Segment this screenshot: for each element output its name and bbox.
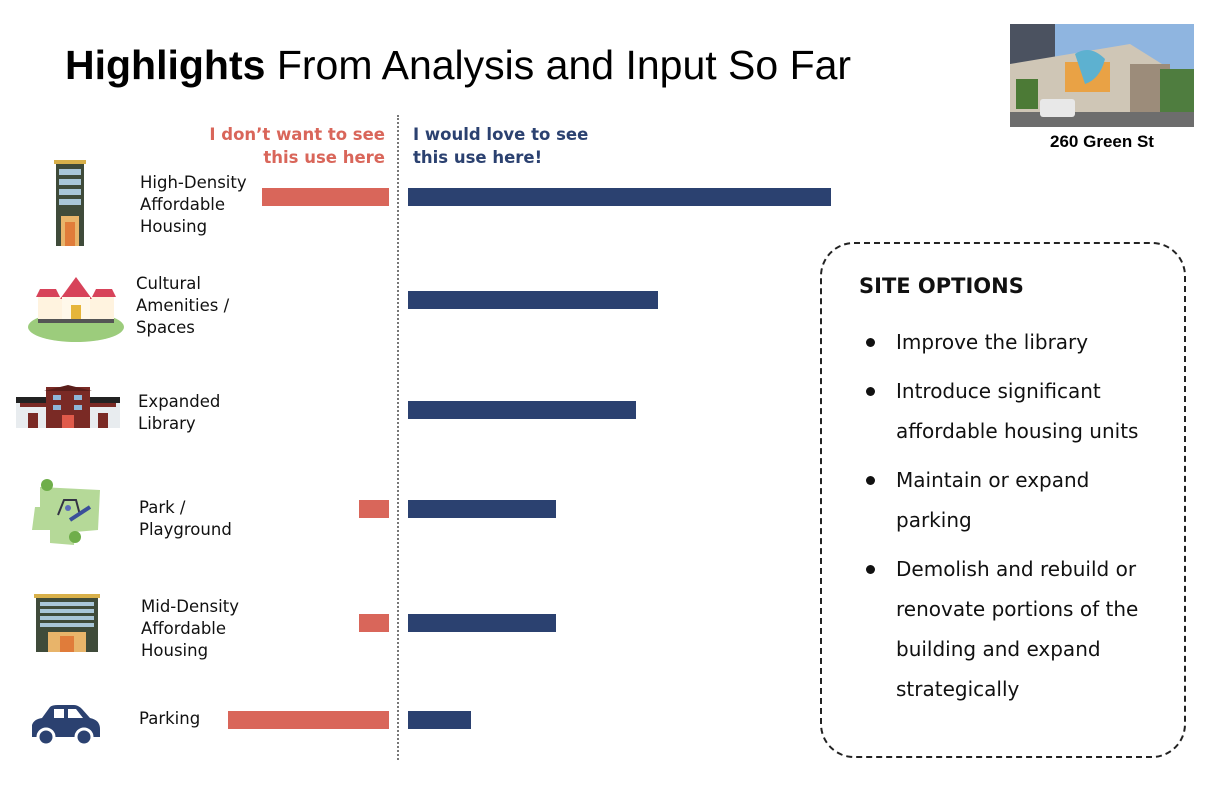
category-label-line: Housing [140,217,208,236]
bar-would-love [408,291,658,309]
title-rest: From Analysis and Input So Far [265,42,852,88]
bullet-icon [866,387,875,396]
category-label-line: High-Density [140,173,247,192]
site-photo [1010,24,1194,127]
category-label-line: Housing [141,641,209,660]
category-label-line: Park / [139,498,186,517]
site-option-text: Improve the library [896,330,1089,354]
bar-would-love [408,188,831,206]
bar-dont-want [359,614,389,632]
category-label-line: Library [138,414,196,433]
title-bold: Highlights [65,42,266,88]
bar-would-love [408,711,472,729]
category-label-line: Cultural [136,274,201,293]
positive-header: I would love to see this use here! [413,125,589,167]
category-label-line: Affordable [140,195,226,214]
negative-header: I don’t want to see this use here [209,125,385,167]
page-title: Highlights From Analysis and Input So Fa… [65,42,851,89]
high-rise-building-icon [50,158,90,252]
bullet-icon [866,338,875,347]
category-label-line: Parking [139,709,201,728]
bar-would-love [408,401,637,419]
category-label-line: Playground [139,520,232,539]
category-label: Cultural Amenities / Spaces [136,273,229,339]
category-label: Mid-Density Affordable Housing [141,596,239,662]
photo-caption: 260 Green St [1050,132,1154,151]
site-option-item: Improve the library [866,322,1166,362]
bar-would-love [408,500,557,518]
center-divider [397,115,399,760]
site-option-text: Demolish and rebuild or renovate portion… [896,557,1139,701]
site-option-item: Introduce significant affordable housing… [866,371,1166,451]
bar-would-love [408,614,557,632]
category-label: Expanded Library [138,391,220,435]
playground-icon [30,475,105,554]
category-label-line: Spaces [136,318,195,337]
library-building-icon [16,385,120,434]
bar-dont-want [262,188,389,206]
site-options-heading: SITE OPTIONS [859,274,1024,298]
cultural-hall-icon [26,275,126,347]
site-options-list: Improve the library Introduce significan… [866,322,1166,718]
site-option-text: Maintain or expand parking [896,468,1090,532]
category-label: Park / Playground [139,497,232,541]
bar-dont-want [359,500,389,518]
site-option-item: Maintain or expand parking [866,460,1166,540]
site-option-item: Demolish and rebuild or renovate portion… [866,549,1166,709]
category-label: Parking [139,708,200,730]
category-label-line: Amenities / [136,296,230,315]
category-label: High-Density Affordable Housing [140,172,247,238]
car-icon [28,703,102,749]
bar-dont-want [228,711,389,729]
bullet-icon [866,476,875,485]
category-label-line: Affordable [141,619,227,638]
bullet-icon [866,565,875,574]
site-option-text: Introduce significant affordable housing… [896,379,1139,443]
mid-rise-building-icon [34,594,100,656]
category-label-line: Expanded [138,392,221,411]
site-options-box: SITE OPTIONS Improve the library Introdu… [820,242,1186,758]
category-label-line: Mid-Density [141,597,239,616]
